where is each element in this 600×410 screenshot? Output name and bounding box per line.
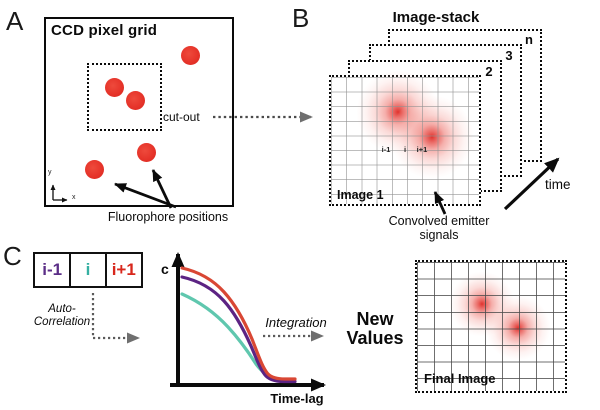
pixel-cell-row: i-1 i i+1 [33, 252, 143, 288]
graph-y-label: c [161, 261, 169, 277]
pixel-label-i-plus-1: i+1 [416, 145, 428, 154]
panel-a-letter: A [6, 6, 24, 36]
pixel-label-i: i [403, 145, 407, 154]
autocorrelation-arrow-icon [91, 293, 140, 344]
stack-frame-n-label: n [525, 32, 533, 47]
fluorophore-dot [126, 91, 145, 110]
final-image-frame [415, 260, 567, 393]
autocorrelation-label-line1: Auto- [48, 303, 76, 315]
stack-frame-image1: i-1 i i+1 [329, 71, 481, 206]
fluorophore-dot [85, 160, 104, 179]
pixel-grid [331, 77, 479, 204]
fluorophore-dot [137, 143, 156, 162]
convolved-caption: Convolved emitter signals [388, 214, 490, 242]
integration-label: Integration [265, 315, 327, 330]
image1-label: Image 1 [337, 188, 384, 202]
stack-frame-2-label: 2 [485, 64, 493, 79]
cutout-label: cut-out [163, 110, 200, 124]
cell-i-plus-1: i+1 [104, 252, 143, 288]
final-image-label: Final Image [424, 371, 496, 386]
cell-i: i [68, 252, 108, 288]
image-stack-title: Image-stack [392, 9, 480, 26]
curve-i [180, 292, 291, 382]
cell-i-minus-1: i-1 [33, 252, 72, 288]
ccd-box-title: CCD pixel grid [51, 22, 158, 39]
panel-c-letter: C [3, 241, 22, 271]
ccd-pixel-grid-box [44, 17, 234, 207]
pixel-label-i-minus-1: i-1 [381, 145, 391, 154]
fluorophore-dot [181, 46, 200, 65]
stack-frame-3-label: 3 [505, 48, 513, 63]
autocorrelation-label: Auto- Correlation [26, 303, 98, 328]
new-values-label: New Values [335, 310, 415, 348]
new-values-line2: Values [346, 328, 404, 348]
time-axis-label: time [545, 177, 571, 192]
pixel-grid [417, 262, 565, 391]
graph-x-label: Time-lag [270, 391, 324, 406]
axis-y-label: y [48, 169, 52, 176]
axis-x-label: x [72, 194, 76, 201]
panel-b-letter: B [292, 3, 310, 33]
cutout-region-box [87, 63, 162, 131]
fluorophore-dot [105, 78, 124, 97]
autocorrelation-label-line2: Correlation [33, 315, 91, 328]
new-values-line1: New [356, 309, 394, 329]
fluorophore-caption: Fluorophore positions [107, 210, 229, 224]
